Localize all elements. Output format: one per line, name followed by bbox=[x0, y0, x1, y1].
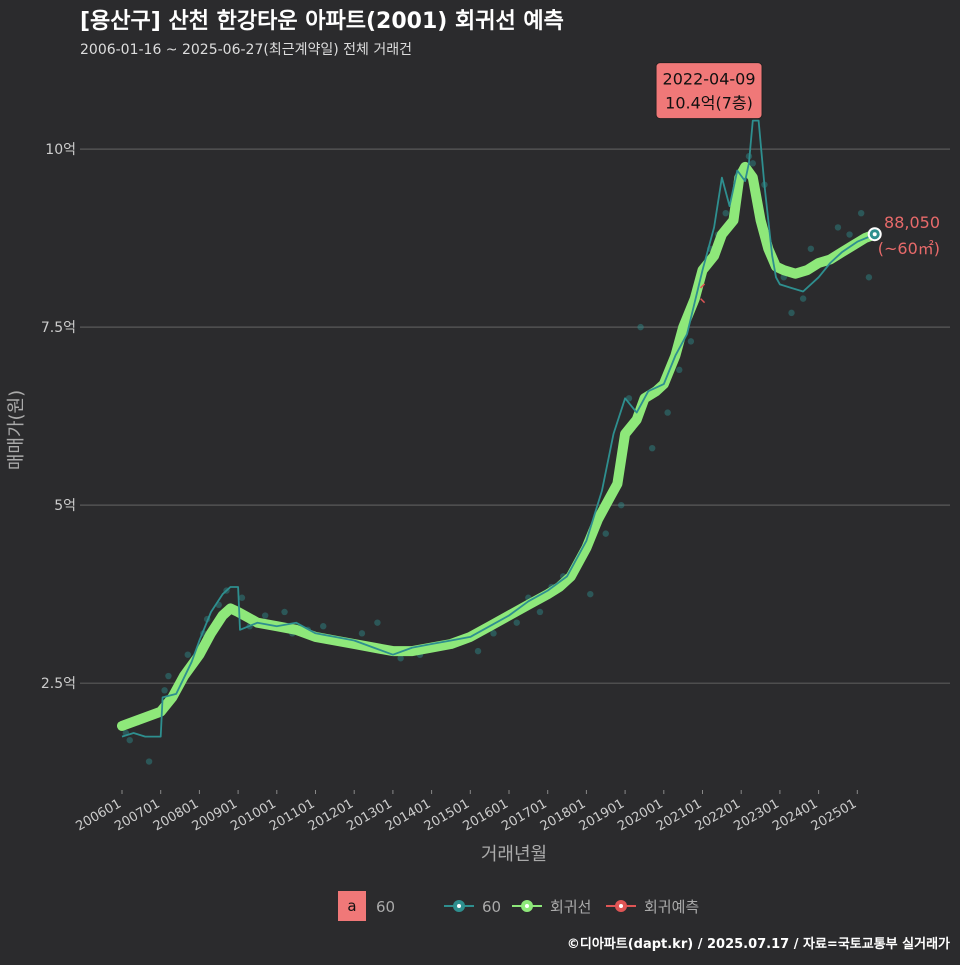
scatter-point bbox=[397, 655, 404, 662]
peak-annotation-date: 2022-04-09 bbox=[663, 70, 756, 89]
x-axis: 2006012007012008012009012010012011012012… bbox=[74, 790, 859, 834]
scatter-point bbox=[637, 323, 644, 331]
latest-area-label: (~60㎡) bbox=[878, 239, 940, 258]
regression-line bbox=[117, 161, 880, 731]
y-tick-label: 10억 bbox=[45, 142, 76, 158]
scatter-point bbox=[490, 630, 497, 637]
scatter-point bbox=[834, 224, 842, 231]
scatter-layer bbox=[122, 153, 873, 765]
scatter-point bbox=[865, 274, 873, 281]
x-axis-label: 거래년월 bbox=[481, 844, 547, 865]
legend: a 60 60 회귀선 회귀예측 bbox=[338, 891, 699, 921]
scatter-point bbox=[261, 612, 269, 619]
legend-label: 60 bbox=[376, 898, 395, 916]
scatter-point bbox=[281, 608, 288, 616]
scatter-point bbox=[857, 209, 865, 217]
y-tick-label: 2.5억 bbox=[41, 676, 76, 692]
scatter-point bbox=[320, 623, 327, 630]
annotation-layer: 2022-04-09 10.4억(7층) 88,050 (~60㎡) bbox=[655, 62, 940, 258]
scatter-point bbox=[587, 590, 594, 598]
scatter-point bbox=[374, 619, 381, 626]
scatter-point bbox=[184, 651, 191, 658]
peak-annotation-box bbox=[655, 62, 763, 120]
scatter-point bbox=[799, 295, 807, 302]
legend-key-letter: a bbox=[347, 897, 356, 915]
prediction-mark bbox=[700, 283, 706, 304]
scatter-point bbox=[846, 231, 853, 238]
legend-key-box bbox=[338, 891, 366, 921]
legend-label: 60 bbox=[482, 898, 501, 916]
scatter-point bbox=[648, 444, 656, 452]
y-tick-label: 5억 bbox=[54, 498, 76, 514]
scatter-point bbox=[602, 530, 609, 537]
scatter-point bbox=[145, 758, 153, 765]
scatter-point bbox=[722, 209, 729, 217]
scatter-point bbox=[536, 608, 544, 616]
legend-label: 회귀예측 bbox=[644, 898, 699, 916]
legend-swatch-core bbox=[619, 904, 623, 908]
scatter-point bbox=[749, 160, 757, 167]
y-axis-label: 매매가(원) bbox=[6, 390, 27, 470]
scatter-point bbox=[161, 687, 168, 694]
credit-footer: ©디아파트(dapt.kr) / 2025.07.17 / 자료=국토교통부 실… bbox=[567, 936, 950, 952]
legend-swatch-core bbox=[457, 904, 461, 908]
scatter-point bbox=[676, 366, 683, 374]
y-tick-label: 7.5억 bbox=[41, 320, 76, 336]
scatter-point bbox=[165, 672, 172, 680]
chart-subtitle: 2006-01-16 ~ 2025-06-27(최근계약일) 전체 거래건 bbox=[80, 42, 412, 58]
latest-price-label: 88,050 bbox=[884, 213, 940, 232]
peak-annotation-price: 10.4억(7층) bbox=[665, 94, 753, 113]
scatter-point bbox=[238, 594, 246, 601]
latest-point-core bbox=[872, 232, 877, 237]
scatter-point bbox=[618, 501, 625, 509]
grid-layer bbox=[80, 148, 950, 684]
scatter-point bbox=[474, 647, 482, 655]
y-axis: 2.5억 5억 7.5억 10억 bbox=[41, 142, 76, 692]
scatter-point bbox=[687, 338, 695, 345]
series-layer bbox=[117, 119, 880, 738]
legend-label: 회귀선 bbox=[550, 898, 591, 916]
scatter-point bbox=[513, 619, 520, 626]
scatter-point bbox=[358, 630, 366, 637]
chart-title: [용산구] 산천 한강타운 아파트(2001) 회귀선 예측 bbox=[80, 9, 564, 34]
legend-swatch-core bbox=[525, 904, 529, 908]
scatter-point bbox=[788, 309, 795, 317]
scatter-point bbox=[664, 409, 671, 416]
scatter-point bbox=[807, 245, 815, 252]
scatter-point bbox=[126, 736, 133, 744]
series-60-line bbox=[121, 119, 876, 738]
